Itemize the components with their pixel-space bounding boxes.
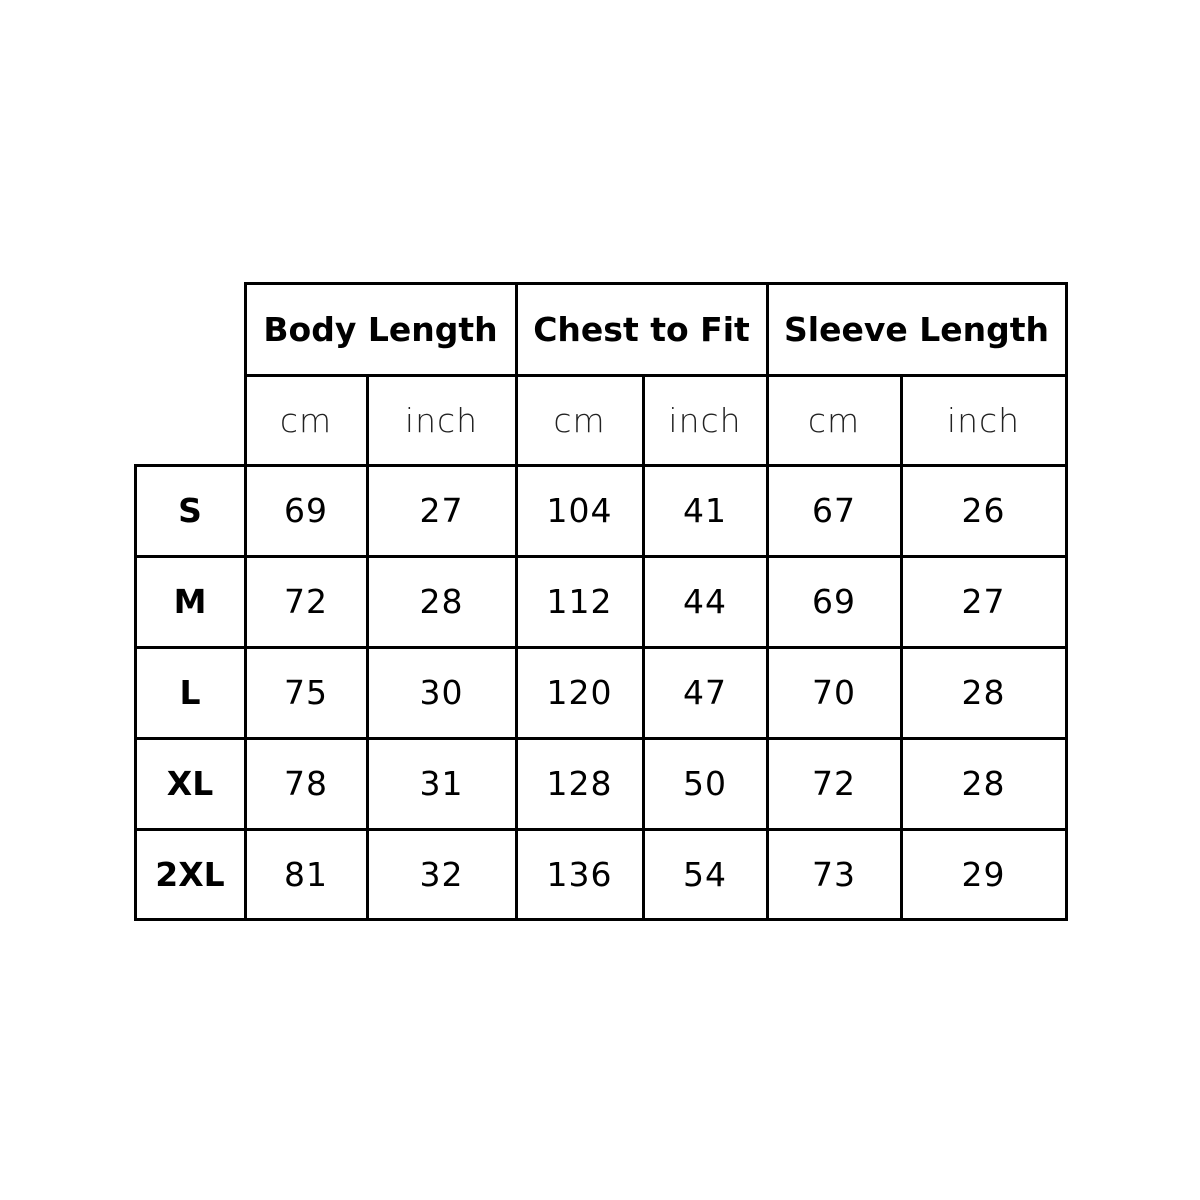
unit-header: inch xyxy=(641,373,769,467)
measurement-cell: 78 xyxy=(243,736,369,831)
measurement-cell: 72 xyxy=(765,736,903,831)
measurement-cell: 27 xyxy=(899,554,1068,649)
measurement-cell: 73 xyxy=(765,827,903,921)
column-group-header: Sleeve Length xyxy=(765,281,1068,377)
measurement-cell: 136 xyxy=(514,827,645,921)
column-group-header: Body Length xyxy=(243,281,518,377)
size-label: XL xyxy=(133,736,247,831)
measurement-cell: 70 xyxy=(765,645,903,740)
measurement-cell: 69 xyxy=(765,554,903,649)
size-label: M xyxy=(133,554,247,649)
measurement-cell: 47 xyxy=(641,645,769,740)
measurement-cell: 120 xyxy=(514,645,645,740)
measurement-cell: 26 xyxy=(899,463,1068,558)
measurement-cell: 112 xyxy=(514,554,645,649)
measurement-cell: 50 xyxy=(641,736,769,831)
column-group-header: Chest to Fit xyxy=(514,281,769,377)
size-label: 2XL xyxy=(133,827,247,921)
measurement-cell: 81 xyxy=(243,827,369,921)
unit-header: cm xyxy=(765,373,903,467)
unit-header: inch xyxy=(365,373,518,467)
measurement-cell: 41 xyxy=(641,463,769,558)
measurement-cell: 104 xyxy=(514,463,645,558)
size-label: L xyxy=(133,645,247,740)
measurement-cell: 28 xyxy=(899,736,1068,831)
unit-header: inch xyxy=(899,373,1068,467)
measurement-cell: 32 xyxy=(365,827,518,921)
measurement-cell: 28 xyxy=(899,645,1068,740)
unit-header: cm xyxy=(514,373,645,467)
measurement-cell: 28 xyxy=(365,554,518,649)
measurement-cell: 69 xyxy=(243,463,369,558)
measurement-cell: 31 xyxy=(365,736,518,831)
measurement-cell: 27 xyxy=(365,463,518,558)
measurement-cell: 54 xyxy=(641,827,769,921)
measurement-cell: 30 xyxy=(365,645,518,740)
measurement-cell: 72 xyxy=(243,554,369,649)
measurement-cell: 67 xyxy=(765,463,903,558)
size-label: S xyxy=(133,463,247,558)
measurement-cell: 29 xyxy=(899,827,1068,921)
unit-header: cm xyxy=(243,373,369,467)
measurement-cell: 44 xyxy=(641,554,769,649)
measurement-cell: 128 xyxy=(514,736,645,831)
measurement-cell: 75 xyxy=(243,645,369,740)
